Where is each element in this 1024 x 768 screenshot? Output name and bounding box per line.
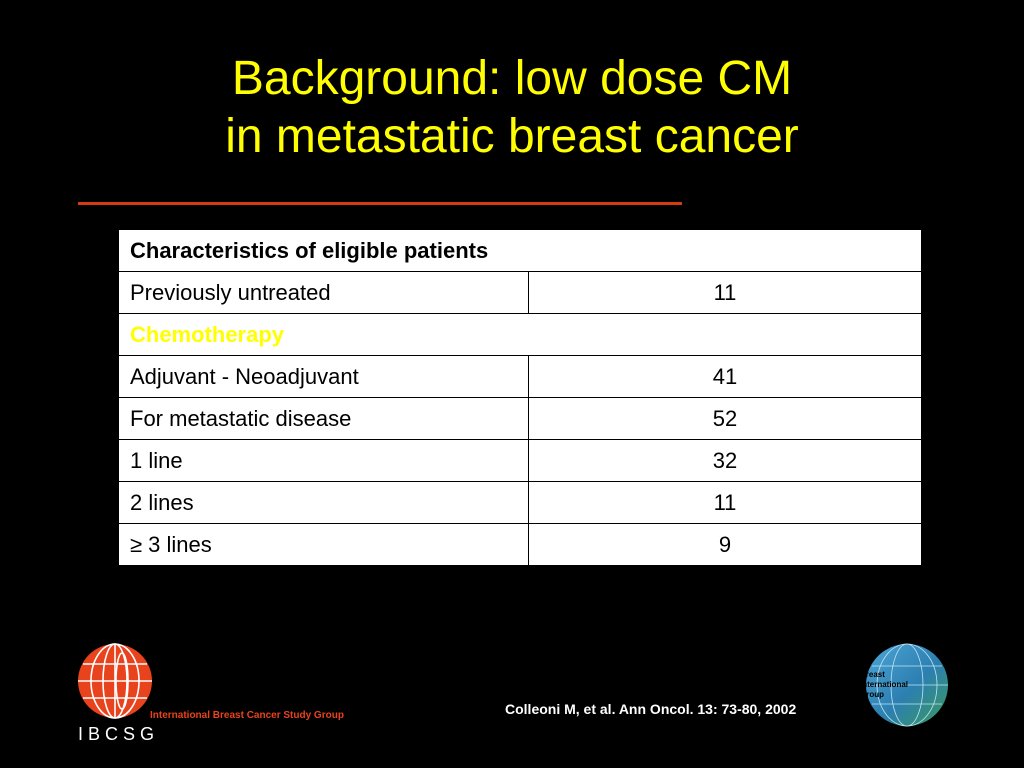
table-row: ≥ 3 lines 9 (118, 523, 922, 566)
row-label: Adjuvant - Neoadjuvant (118, 355, 529, 398)
big-globe-icon (866, 643, 948, 727)
table-row: For metastatic disease 52 (118, 397, 922, 440)
row-label: 2 lines (118, 481, 529, 524)
patient-characteristics-table: Characteristics of eligible patients Pre… (118, 229, 922, 566)
big-logo: Breast International Group (858, 642, 950, 732)
title-divider (78, 202, 682, 205)
table-row: 2 lines 11 (118, 481, 922, 524)
row-value: 11 (528, 271, 922, 314)
table-row: Previously untreated 11 (118, 271, 922, 314)
table-header-cell: Characteristics of eligible patients (118, 229, 922, 272)
big-logo-line-2: International (860, 680, 909, 689)
big-logo-line-3: Group (860, 690, 884, 699)
section-heading-chemotherapy: Chemotherapy (118, 313, 922, 356)
ibcsg-logo: International Breast Cancer Study Group … (70, 640, 360, 750)
slide-title-line-2: in metastatic breast cancer (225, 110, 799, 163)
row-label: Previously untreated (118, 271, 529, 314)
row-label: For metastatic disease (118, 397, 529, 440)
slide-title: Background: low dose CM in metastatic br… (0, 50, 1024, 166)
row-value: 52 (528, 397, 922, 440)
table-row: 1 line 32 (118, 439, 922, 482)
row-value: 32 (528, 439, 922, 482)
citation: Colleoni M, et al. Ann Oncol. 13: 73-80,… (505, 701, 797, 717)
row-value: 11 (528, 481, 922, 524)
table-section-row: Chemotherapy (118, 313, 922, 356)
ibcsg-org-name: International Breast Cancer Study Group (150, 710, 344, 721)
row-label: 1 line (118, 439, 529, 482)
big-logo-text: Breast International Group (860, 670, 908, 700)
ibcsg-globe-icon (78, 643, 152, 719)
row-label: ≥ 3 lines (118, 523, 529, 566)
table-row: Adjuvant - Neoadjuvant 41 (118, 355, 922, 398)
slide-title-line-1: Background: low dose CM (231, 52, 793, 105)
big-logo-line-1: Breast (860, 670, 885, 679)
ibcsg-acronym: IBCSG (78, 724, 160, 744)
table-header-row: Characteristics of eligible patients (118, 229, 922, 272)
row-value: 41 (528, 355, 922, 398)
row-value: 9 (528, 523, 922, 566)
